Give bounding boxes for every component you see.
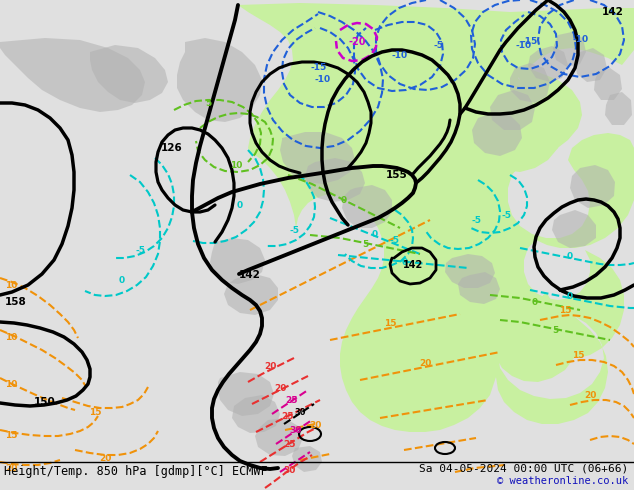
- Text: 126: 126: [161, 143, 183, 153]
- Text: 142: 142: [403, 260, 423, 270]
- Text: -5: -5: [135, 245, 145, 254]
- Text: 25: 25: [281, 412, 294, 420]
- Polygon shape: [570, 165, 615, 208]
- Text: 5: 5: [552, 325, 558, 335]
- Text: 0: 0: [372, 229, 378, 239]
- Text: 158: 158: [5, 297, 27, 307]
- Text: -15: -15: [311, 64, 327, 73]
- Text: 10: 10: [5, 379, 17, 389]
- Text: -10: -10: [392, 50, 408, 59]
- Text: 0: 0: [237, 200, 243, 210]
- Text: 15: 15: [384, 319, 396, 328]
- Text: 20: 20: [99, 454, 111, 463]
- Text: -5: -5: [390, 236, 400, 245]
- Text: -10: -10: [315, 75, 331, 84]
- Polygon shape: [553, 32, 586, 67]
- Text: 20: 20: [419, 359, 431, 368]
- Text: 5: 5: [362, 240, 368, 248]
- Polygon shape: [90, 45, 168, 103]
- Polygon shape: [305, 158, 365, 202]
- Text: 15: 15: [559, 306, 571, 315]
- Polygon shape: [238, 3, 634, 432]
- Text: 20: 20: [274, 384, 286, 392]
- Polygon shape: [218, 372, 274, 416]
- Text: 25: 25: [284, 440, 296, 448]
- Polygon shape: [232, 395, 280, 433]
- Text: 0: 0: [532, 297, 538, 307]
- Text: 20: 20: [309, 421, 321, 430]
- Text: -20: -20: [348, 37, 366, 47]
- Polygon shape: [342, 185, 392, 228]
- Polygon shape: [224, 274, 278, 315]
- Text: -10: -10: [516, 41, 532, 49]
- Text: 30: 30: [290, 425, 302, 435]
- Text: 0: 0: [341, 196, 347, 204]
- Polygon shape: [594, 68, 622, 100]
- Polygon shape: [472, 112, 522, 156]
- Text: -5: -5: [433, 41, 443, 49]
- Text: -5: -5: [501, 211, 511, 220]
- Text: 10: 10: [5, 280, 17, 290]
- Text: 30: 30: [294, 408, 306, 416]
- Text: -10: -10: [573, 35, 589, 45]
- Text: -5: -5: [471, 216, 481, 224]
- Polygon shape: [177, 38, 262, 122]
- Text: 15: 15: [89, 408, 101, 416]
- Text: 15: 15: [572, 351, 585, 360]
- Text: -5: -5: [290, 225, 300, 235]
- Polygon shape: [510, 63, 550, 103]
- Polygon shape: [292, 446, 322, 472]
- Text: 10: 10: [230, 161, 242, 170]
- Text: 20: 20: [5, 464, 17, 472]
- Polygon shape: [210, 238, 265, 284]
- Text: 10: 10: [5, 333, 17, 342]
- Polygon shape: [280, 132, 355, 184]
- Text: -15: -15: [522, 38, 538, 47]
- Text: 15: 15: [5, 431, 18, 440]
- Polygon shape: [552, 210, 596, 248]
- Polygon shape: [458, 272, 500, 304]
- Polygon shape: [605, 92, 632, 125]
- Polygon shape: [0, 38, 145, 112]
- Text: 30: 30: [284, 466, 296, 474]
- Text: 0: 0: [567, 292, 573, 300]
- Text: 0: 0: [402, 258, 408, 267]
- Text: 150: 150: [34, 397, 56, 407]
- Polygon shape: [490, 90, 535, 130]
- Polygon shape: [255, 418, 303, 456]
- Text: 0: 0: [567, 251, 573, 261]
- Text: Height/Temp. 850 hPa [gdmp][°C] ECMWF: Height/Temp. 850 hPa [gdmp][°C] ECMWF: [4, 465, 268, 477]
- Text: 0: 0: [119, 275, 125, 285]
- Text: 155: 155: [386, 170, 408, 180]
- Text: 5: 5: [205, 98, 211, 107]
- Text: © weatheronline.co.uk: © weatheronline.co.uk: [497, 476, 628, 486]
- Text: 20: 20: [584, 391, 596, 400]
- Text: 25: 25: [286, 395, 298, 405]
- Polygon shape: [445, 254, 495, 288]
- Polygon shape: [528, 46, 568, 82]
- Text: 20: 20: [264, 362, 276, 370]
- Text: 142: 142: [239, 270, 261, 280]
- Text: 142: 142: [602, 7, 624, 17]
- Text: Sa 04-05-2024 00:00 UTC (06+66): Sa 04-05-2024 00:00 UTC (06+66): [418, 463, 628, 473]
- Polygon shape: [575, 48, 607, 82]
